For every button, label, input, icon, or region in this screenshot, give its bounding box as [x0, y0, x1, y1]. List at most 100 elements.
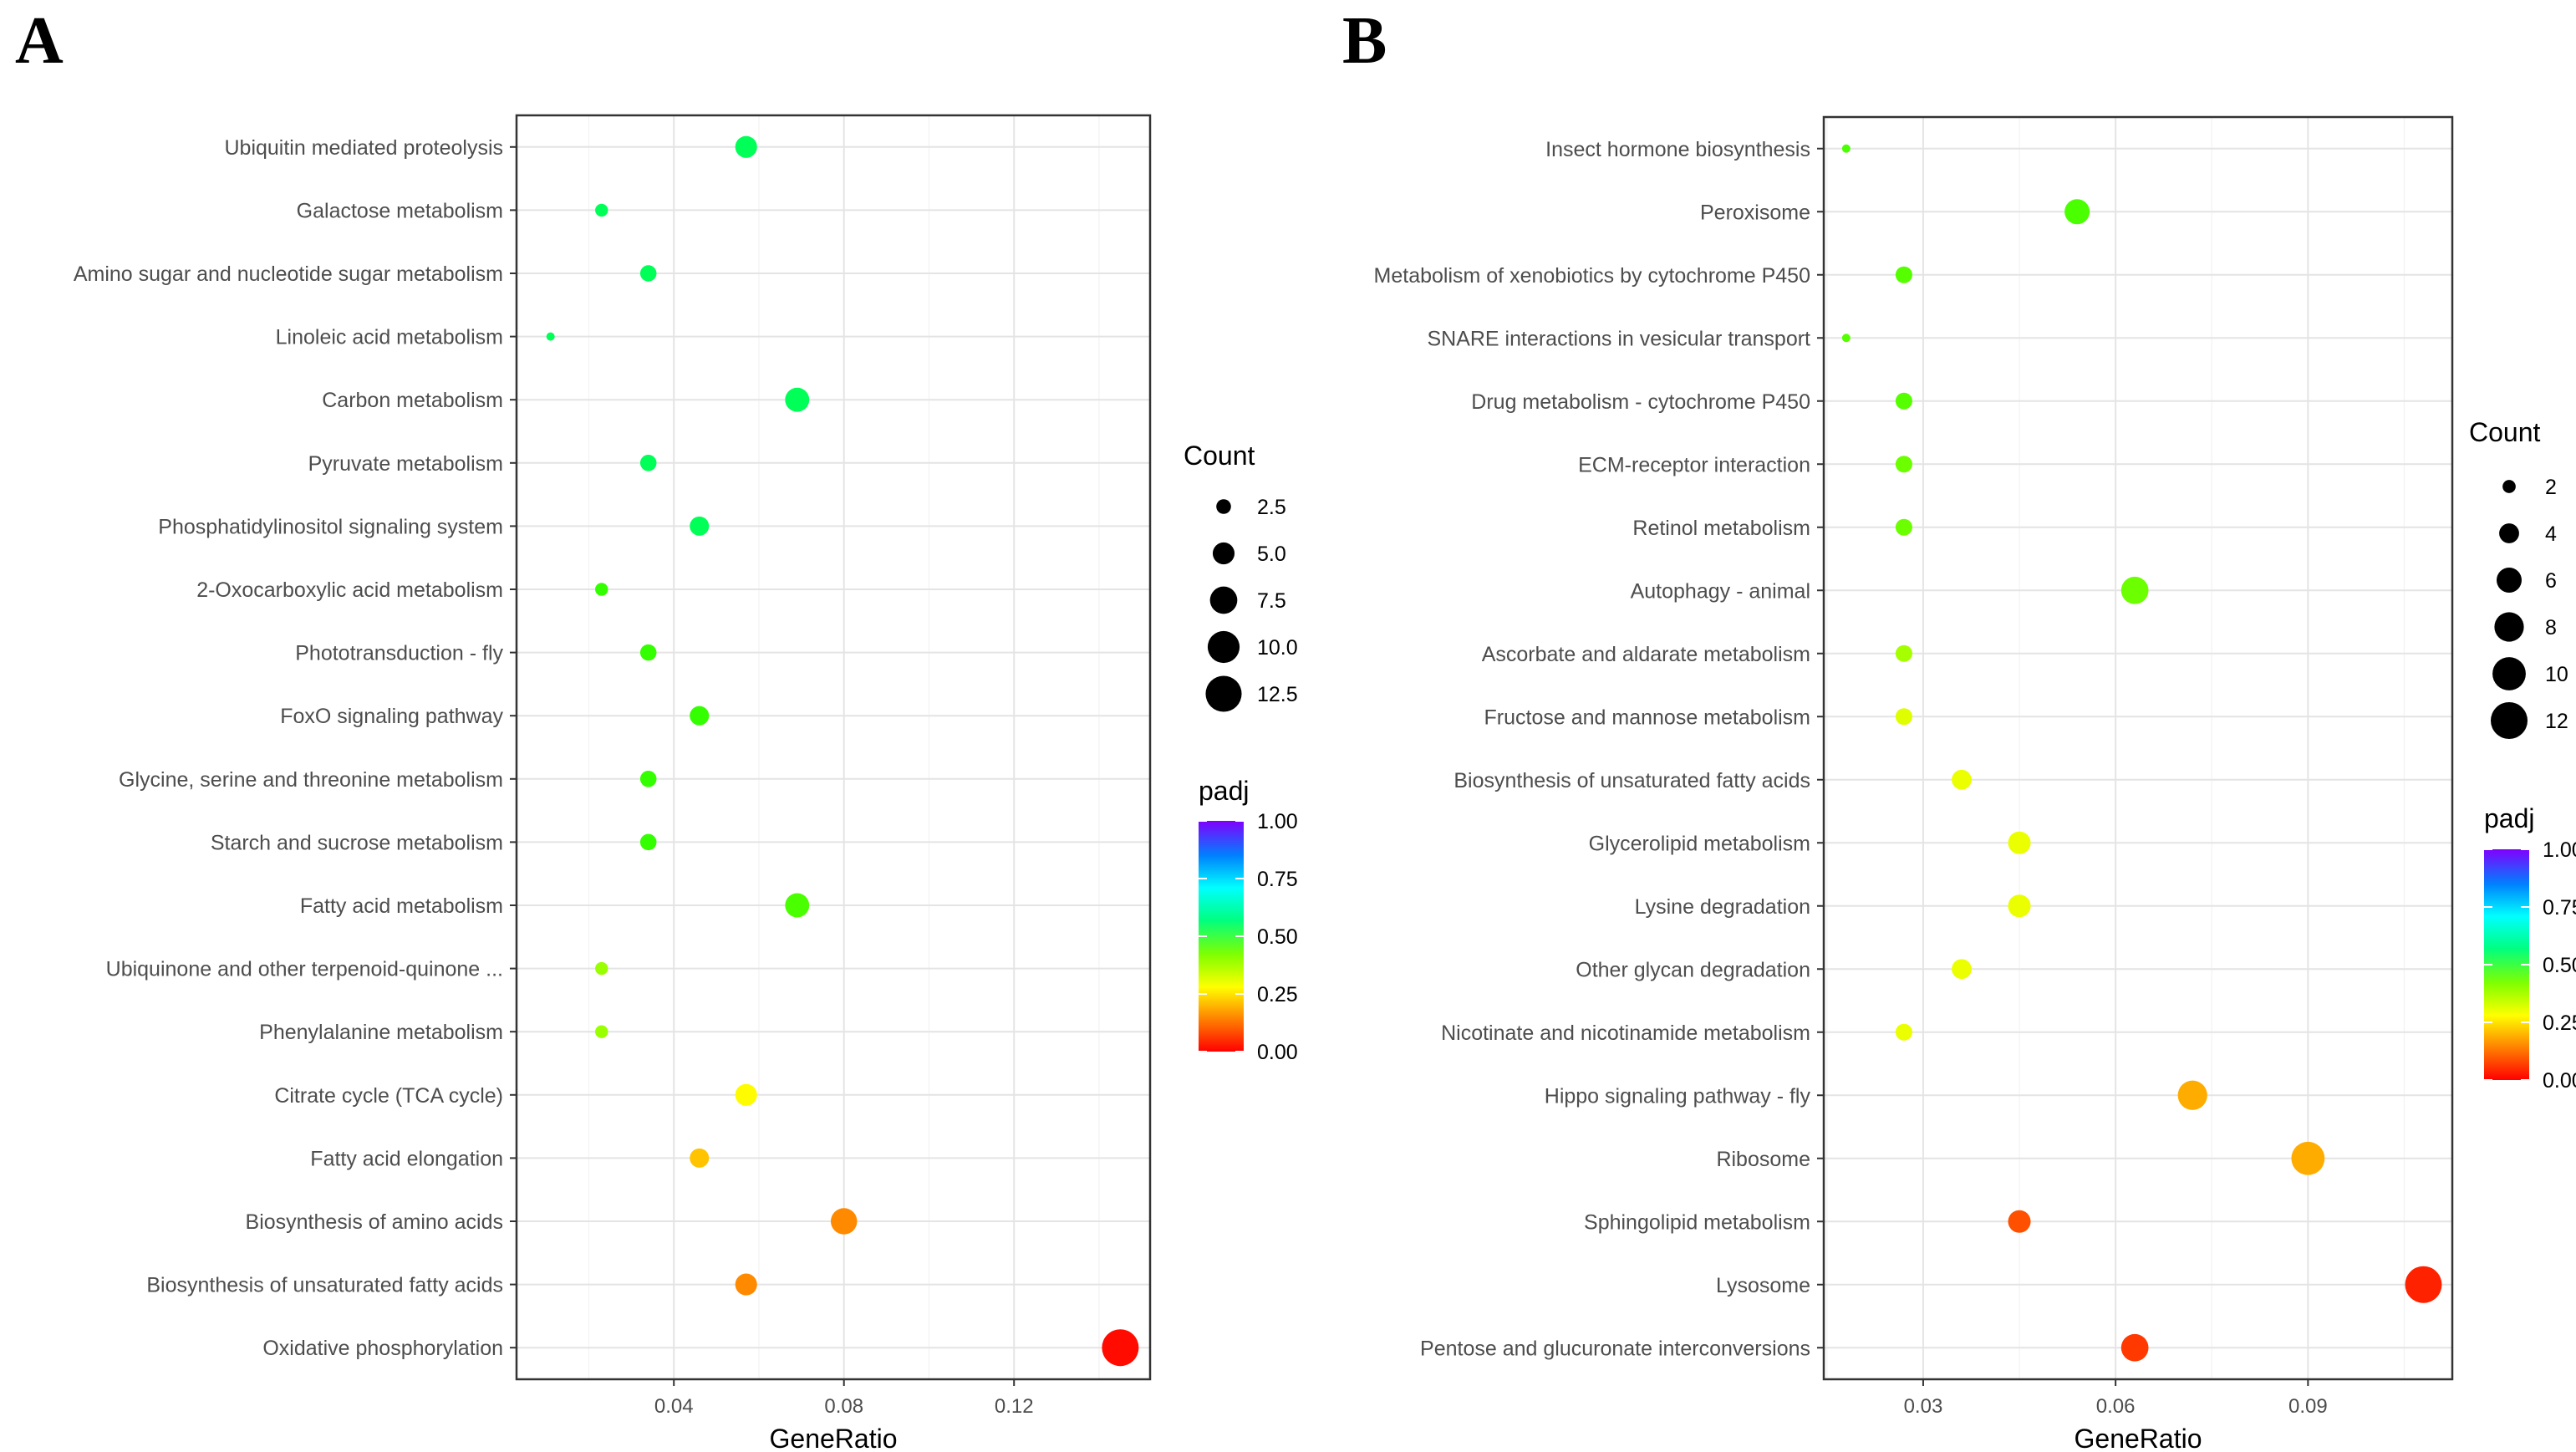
- grid: [517, 115, 1150, 1379]
- y-tick-label: Linoleic acid metabolism: [276, 326, 503, 349]
- data-point: [690, 706, 710, 726]
- panel-letter: B: [1342, 4, 1387, 78]
- data-point: [1895, 392, 1912, 410]
- color-legend-label: 0.75: [1257, 868, 1298, 891]
- size-legend-key: [1207, 630, 1240, 664]
- y-tick-label: Lysosome: [1716, 1274, 1810, 1297]
- size-legend-label: 2: [2545, 476, 2557, 499]
- x-tick-label: 0.04: [654, 1395, 694, 1418]
- size-legend-label: 4: [2545, 522, 2557, 546]
- data-point: [2008, 1210, 2031, 1233]
- data-point: [690, 1148, 710, 1168]
- data-point: [639, 644, 657, 661]
- color-legend-title: padj: [2484, 803, 2535, 833]
- size-legend-key: [2502, 480, 2516, 493]
- color-legend-label: 0.00: [2543, 1069, 2576, 1093]
- y-tick-label: Biosynthesis of unsaturated fatty acids: [1453, 769, 1810, 792]
- size-legend-key: [2496, 567, 2522, 594]
- y-tick-label: Ascorbate and aldarate metabolism: [1482, 643, 1810, 666]
- y-tick-label: Phototransduction - fly: [295, 642, 503, 665]
- data-point: [1895, 456, 1912, 473]
- data-point: [2120, 576, 2149, 604]
- size-legend-label: 8: [2545, 616, 2557, 639]
- y-tick-label: Fatty acid metabolism: [300, 894, 503, 918]
- y-tick-label: Glycine, serine and threonine metabolism: [119, 768, 503, 792]
- data-point: [2177, 1080, 2207, 1110]
- y-tick-label: Sphingolipid metabolism: [1584, 1210, 1810, 1234]
- y-tick-label: Drug metabolism - cytochrome P450: [1471, 390, 1810, 414]
- size-legend-key: [2491, 702, 2528, 739]
- data-point: [2008, 831, 2031, 854]
- size-legend-label: 10.0: [1257, 636, 1298, 660]
- color-legend-title: padj: [1199, 776, 1250, 806]
- y-tick-label: Amino sugar and nucleotide sugar metabol…: [74, 262, 503, 286]
- data-point: [1841, 334, 1851, 343]
- size-legend-label: 2.5: [1257, 496, 1286, 519]
- color-legend-label: 1.00: [2543, 838, 2576, 862]
- size-legend-title: Count: [2469, 417, 2541, 447]
- data-point: [1952, 959, 1972, 980]
- data-point: [785, 893, 810, 918]
- data-point: [2008, 894, 2031, 918]
- x-axis: 0.03 0.06 0.09 GeneRatio: [1904, 1379, 2328, 1452]
- data-point: [2064, 199, 2090, 225]
- x-tick-label: 0.06: [2096, 1395, 2136, 1418]
- x-axis-title: GeneRatio: [2075, 1424, 2202, 1452]
- size-legend-key: [1205, 675, 1242, 712]
- y-tick-label: Phenylalanine metabolism: [259, 1021, 503, 1044]
- y-tick-label: Galactose metabolism: [297, 199, 503, 222]
- data-point: [785, 387, 810, 412]
- y-tick-label: FoxO signaling pathway: [280, 705, 503, 728]
- data-point: [595, 961, 608, 976]
- y-tick-label: Autophagy - animal: [1631, 579, 1810, 603]
- size-legend-label: 7.5: [1257, 589, 1286, 613]
- y-tick-label: Pentose and glucuronate interconversions: [1420, 1337, 1810, 1360]
- color-legend-label: 0.25: [1257, 983, 1298, 1006]
- size-legend-title: Count: [1184, 441, 1255, 471]
- y-tick-label: Insect hormone biosynthesis: [1545, 138, 1810, 161]
- y-tick-label: SNARE interactions in vesicular transpor…: [1427, 327, 1810, 350]
- x-tick-label: 0.09: [2288, 1395, 2328, 1418]
- size-legend-key: [2499, 523, 2519, 543]
- color-legend-label: 1.00: [1257, 810, 1298, 833]
- y-tick-label: Starch and sucrose metabolism: [211, 831, 503, 854]
- size-legend-label: 12.5: [1257, 683, 1298, 706]
- panel-b: B Insect hormone biosynthesis Peroxisome Me…: [1342, 4, 2576, 1452]
- data-point: [2405, 1266, 2442, 1303]
- y-tick-label: Ubiquinone and other terpenoid-quinone .…: [106, 958, 503, 981]
- points: [1841, 144, 2442, 1362]
- y-tick-label: Fatty acid elongation: [310, 1147, 503, 1170]
- y-tick-label: Ubiquitin mediated proteolysis: [224, 136, 503, 160]
- data-point: [639, 455, 657, 471]
- size-legend: Count 2 4 6 8 10 12: [2469, 417, 2568, 739]
- y-tick-label: Oxidative phosphorylation: [262, 1337, 503, 1360]
- y-axis: Insect hormone biosynthesis Peroxisome Met…: [1374, 138, 1824, 1360]
- data-point: [1895, 708, 1912, 726]
- color-legend-label: 0.25: [2543, 1011, 2576, 1035]
- plot-frame: [1822, 115, 2454, 1381]
- data-point: [595, 583, 608, 596]
- y-tick-label: Fructose and mannose metabolism: [1484, 706, 1810, 729]
- data-point: [1895, 518, 1912, 536]
- color-legend: padj 1.00 0.75 0.50 0.25 0.00: [1199, 776, 1298, 1064]
- y-tick-label: Other glycan degradation: [1576, 958, 1810, 981]
- data-point: [1952, 769, 1972, 790]
- plot-frame: [515, 114, 1152, 1381]
- y-tick-label: Metabolism of xenobiotics by cytochrome …: [1374, 264, 1810, 288]
- data-point: [595, 1025, 608, 1038]
- data-point: [639, 833, 657, 851]
- y-axis: Ubiquitin mediated proteolysis Galactose …: [74, 136, 517, 1360]
- y-tick-label: Retinol metabolism: [1632, 517, 1810, 540]
- data-point: [1102, 1329, 1139, 1367]
- y-tick-label: Carbon metabolism: [322, 389, 503, 412]
- y-tick-label: Glycerolipid metabolism: [1589, 832, 1810, 855]
- color-legend-label: 0.75: [2543, 896, 2576, 920]
- color-legend-label: 0.50: [1257, 925, 1298, 949]
- y-tick-label: ECM-receptor interaction: [1578, 453, 1810, 476]
- color-legend: padj 1.00 0.75 0.50 0.25 0.00: [2484, 803, 2576, 1093]
- y-tick-label: Peroxisome: [1700, 201, 1810, 224]
- size-legend: Count 2.5 5.0 7.5 10.0 12.5: [1184, 441, 1298, 712]
- y-tick-label: Citrate cycle (TCA cycle): [274, 1084, 503, 1108]
- points: [546, 135, 1139, 1367]
- data-point: [639, 265, 657, 282]
